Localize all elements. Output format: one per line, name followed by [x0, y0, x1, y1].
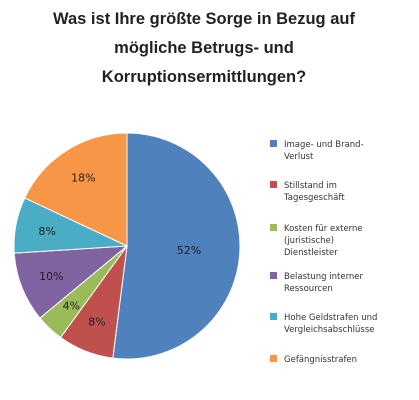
chart-title-line: mögliche Betrugs- und	[114, 39, 294, 57]
pie-slice	[13, 245, 129, 319]
legend-label: Belastung interner	[284, 272, 364, 282]
legend-swatch	[270, 313, 277, 320]
legend-label: (juristische)	[284, 236, 334, 246]
legend-swatch	[270, 224, 277, 231]
chart-title-line: Was ist Ihre größte Sorge in Bezug auf	[53, 10, 355, 28]
data-label: 10%	[39, 270, 63, 283]
data-label: 8%	[88, 316, 105, 329]
chart-title-line: Korruptionsermittlungen?	[102, 68, 306, 86]
legend-label: Tagesgeschäft	[283, 193, 345, 203]
data-label: 8%	[38, 225, 55, 238]
pie-slice	[24, 132, 128, 247]
pie-slice	[112, 132, 241, 360]
legend-label: Verlust	[284, 152, 314, 162]
legend-swatch	[270, 181, 277, 188]
legend-swatch	[270, 355, 277, 362]
legend-label: Ressourcen	[284, 284, 333, 294]
legend-label: Stillstand im	[284, 181, 337, 191]
pie-slices	[13, 132, 241, 360]
legend-label: Gefängnisstrafen	[284, 355, 357, 365]
legend-label: Image- und Brand-	[284, 140, 364, 150]
legend-swatch	[270, 140, 277, 147]
legend-swatch	[270, 272, 277, 279]
data-label: 4%	[63, 299, 80, 312]
legend-label: Dienstleister	[284, 248, 338, 258]
legend: Image- und Brand- Verlust Stillstand im Tag…	[270, 140, 377, 365]
pie-data-labels: 52% 8% 4% 10% 8% 18%	[38, 171, 201, 328]
data-label: 18%	[71, 171, 95, 184]
legend-label: Kosten für externe	[284, 224, 363, 234]
data-label: 52%	[177, 244, 201, 257]
legend-label: Vergleichsabschlüsse	[284, 325, 375, 335]
chart-title: Was ist Ihre größte Sorge in Bezug auf mö…	[53, 10, 355, 86]
legend-label: Hohe Geldstrafen und	[284, 313, 377, 323]
